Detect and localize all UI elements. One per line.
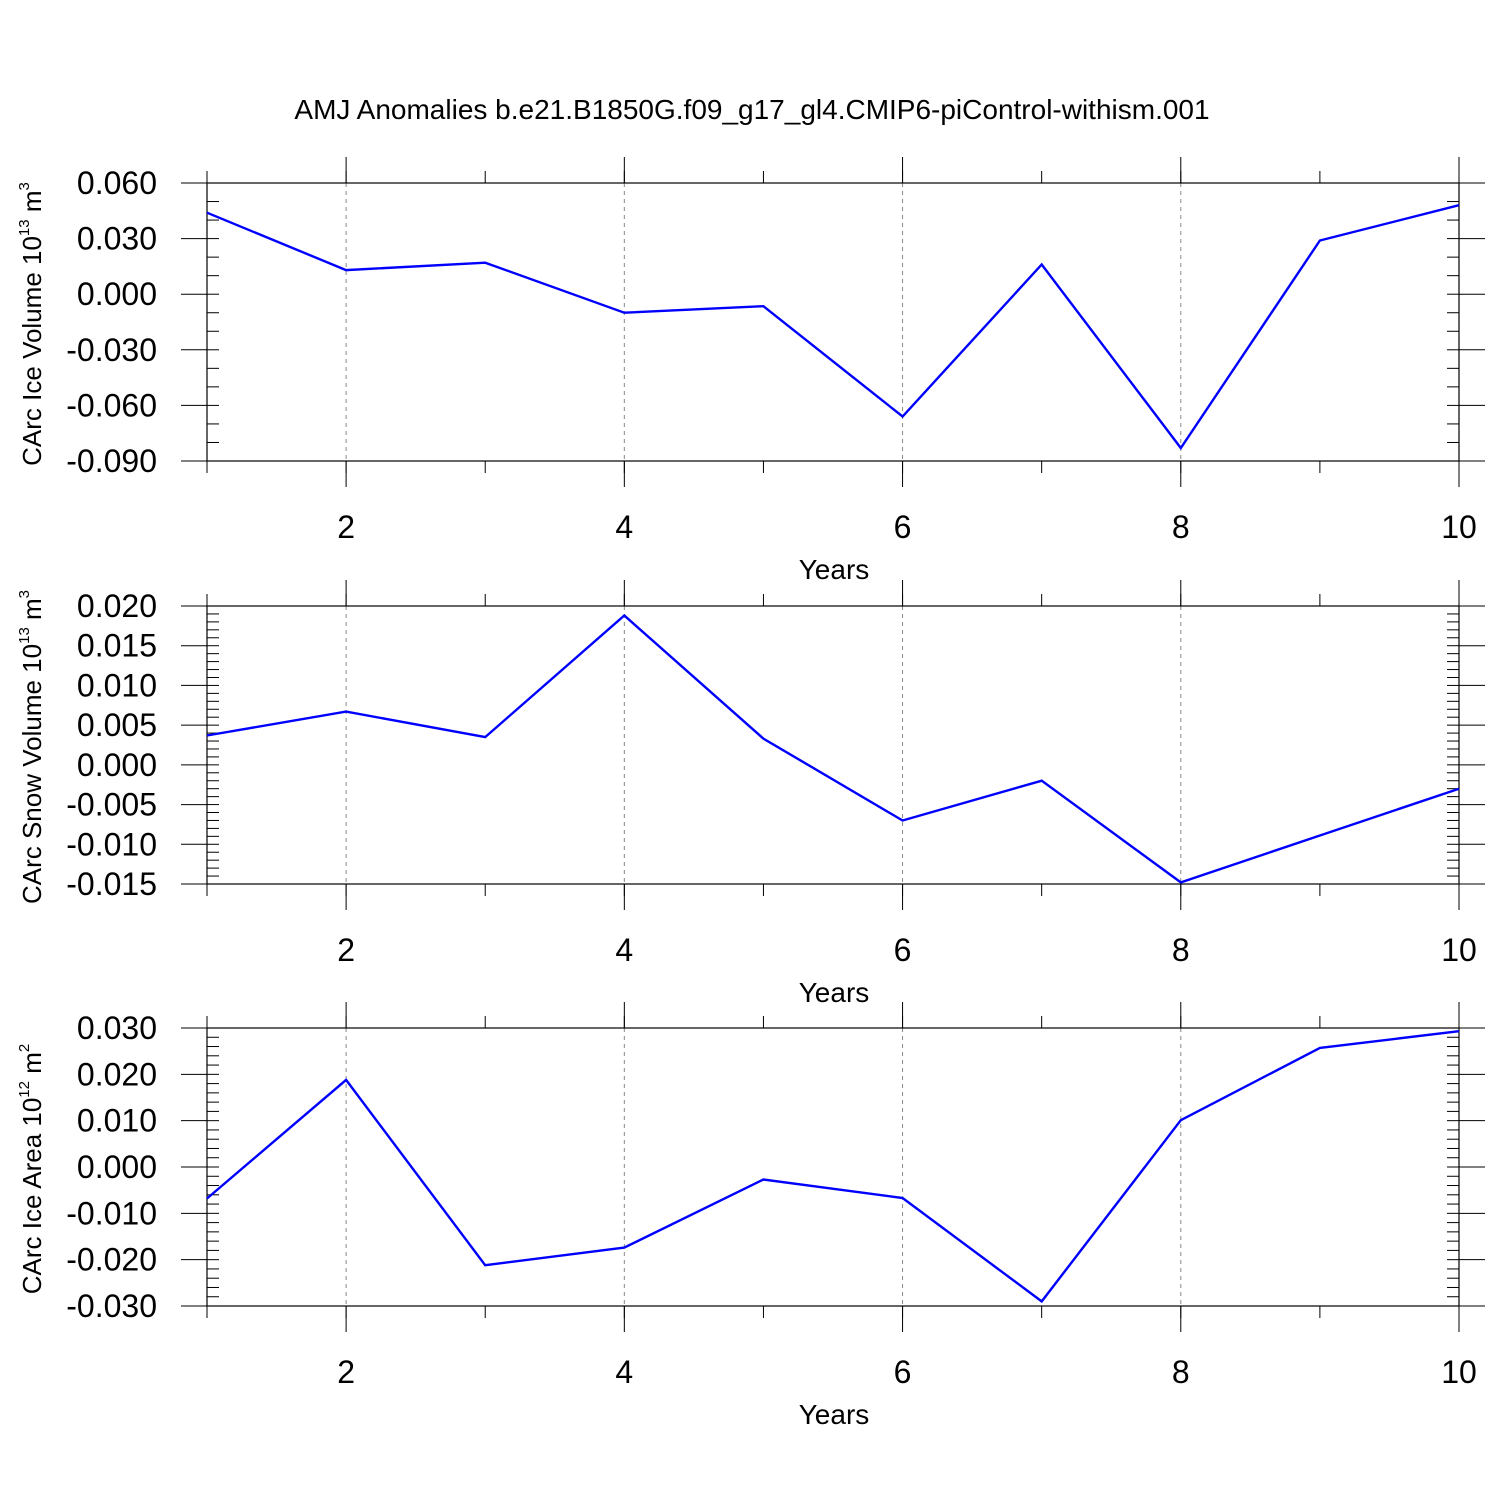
x-tick-label: 2 [337,509,355,545]
y-axis-title: CArc Ice Area 1012 m2 [16,1044,47,1294]
x-tick-label: 6 [894,1354,912,1390]
y-axis-title-superscript: 12 [16,1081,33,1098]
x-tick-label: 4 [615,509,633,545]
y-tick-label: 0.030 [77,1010,157,1046]
x-tick-label: 8 [1172,1354,1190,1390]
y-axis-title-superscript: 3 [16,182,33,190]
y-axis-title-superscript: 3 [16,590,33,598]
y-tick-label: 0.020 [77,588,157,624]
y-axis-title-superscript: 13 [16,627,33,644]
x-axis-title: Years [799,1399,870,1430]
y-tick-label: 0.000 [77,276,157,312]
x-tick-label: 4 [615,1354,633,1390]
y-axis-title: CArc Ice Volume 1013 m3 [16,182,47,466]
y-tick-label: -0.030 [66,332,157,368]
x-tick-label: 6 [894,932,912,968]
y-tick-label: 0.000 [77,747,157,783]
y-axis-title-part: m [17,190,47,219]
x-tick-label: 10 [1441,509,1477,545]
chart-title: AMJ Anomalies b.e21.B1850G.f09_g17_gl4.C… [294,94,1209,125]
y-tick-label: -0.015 [66,866,157,902]
y-tick-label: -0.090 [66,443,157,479]
x-axis-title: Years [799,977,870,1008]
x-tick-label: 8 [1172,932,1190,968]
y-axis-title-superscript: 2 [16,1044,33,1052]
y-axis-title-part: m [17,1052,47,1081]
y-tick-label: -0.020 [66,1242,157,1278]
y-tick-label: 0.015 [77,628,157,664]
x-tick-label: 10 [1441,1354,1477,1390]
y-tick-label: 0.010 [77,1103,157,1139]
x-tick-label: 6 [894,509,912,545]
y-axis-title-part: CArc Ice Area 10 [17,1098,47,1295]
y-tick-label: -0.060 [66,387,157,423]
plot-frame [206,605,1460,885]
y-axis-title-superscript: 13 [16,219,33,236]
y-tick-label: 0.005 [77,707,157,743]
panel-1: 0.060 0.030 0.000 -0.030 -0.060 -0.090 2 4 6 8 10 Y… [16,157,1485,585]
panel-3: 0.030 0.020 0.010 0.000 -0.010 -0.020 -0.030 2 4… [16,1002,1485,1430]
plot-frame [206,1027,1460,1307]
y-tick-label: -0.010 [66,826,157,862]
y-tick-label: -0.005 [66,787,157,823]
x-tick-label: 4 [615,932,633,968]
y-axis-title-part: CArc Ice Volume 10 [17,236,47,466]
y-tick-label: 0.020 [77,1056,157,1092]
x-tick-label: 8 [1172,509,1190,545]
x-axis-title: Years [799,554,870,585]
y-tick-label: 0.010 [77,667,157,703]
chart-panels: 0.060 0.030 0.000 -0.030 -0.060 -0.090 2 4 6 8 10 Y… [16,157,1485,1430]
y-tick-label: 0.000 [77,1149,157,1185]
y-tick-label: -0.030 [66,1288,157,1324]
series-line [206,1030,1460,1304]
y-tick-label: 0.060 [77,165,157,201]
y-tick-label: 0.030 [77,221,157,257]
series-line [206,204,1460,451]
y-axis-title: CArc Snow Volume 1013 m3 [16,590,47,904]
x-tick-label: 2 [337,932,355,968]
y-axis-title-part: m [17,598,47,627]
y-axis-title-part: CArc Snow Volume 10 [17,644,47,904]
plot-frame [206,182,1460,462]
series-line [206,613,1460,884]
y-tick-label: -0.010 [66,1195,157,1231]
x-tick-label: 10 [1441,932,1477,968]
x-tick-label: 2 [337,1354,355,1390]
